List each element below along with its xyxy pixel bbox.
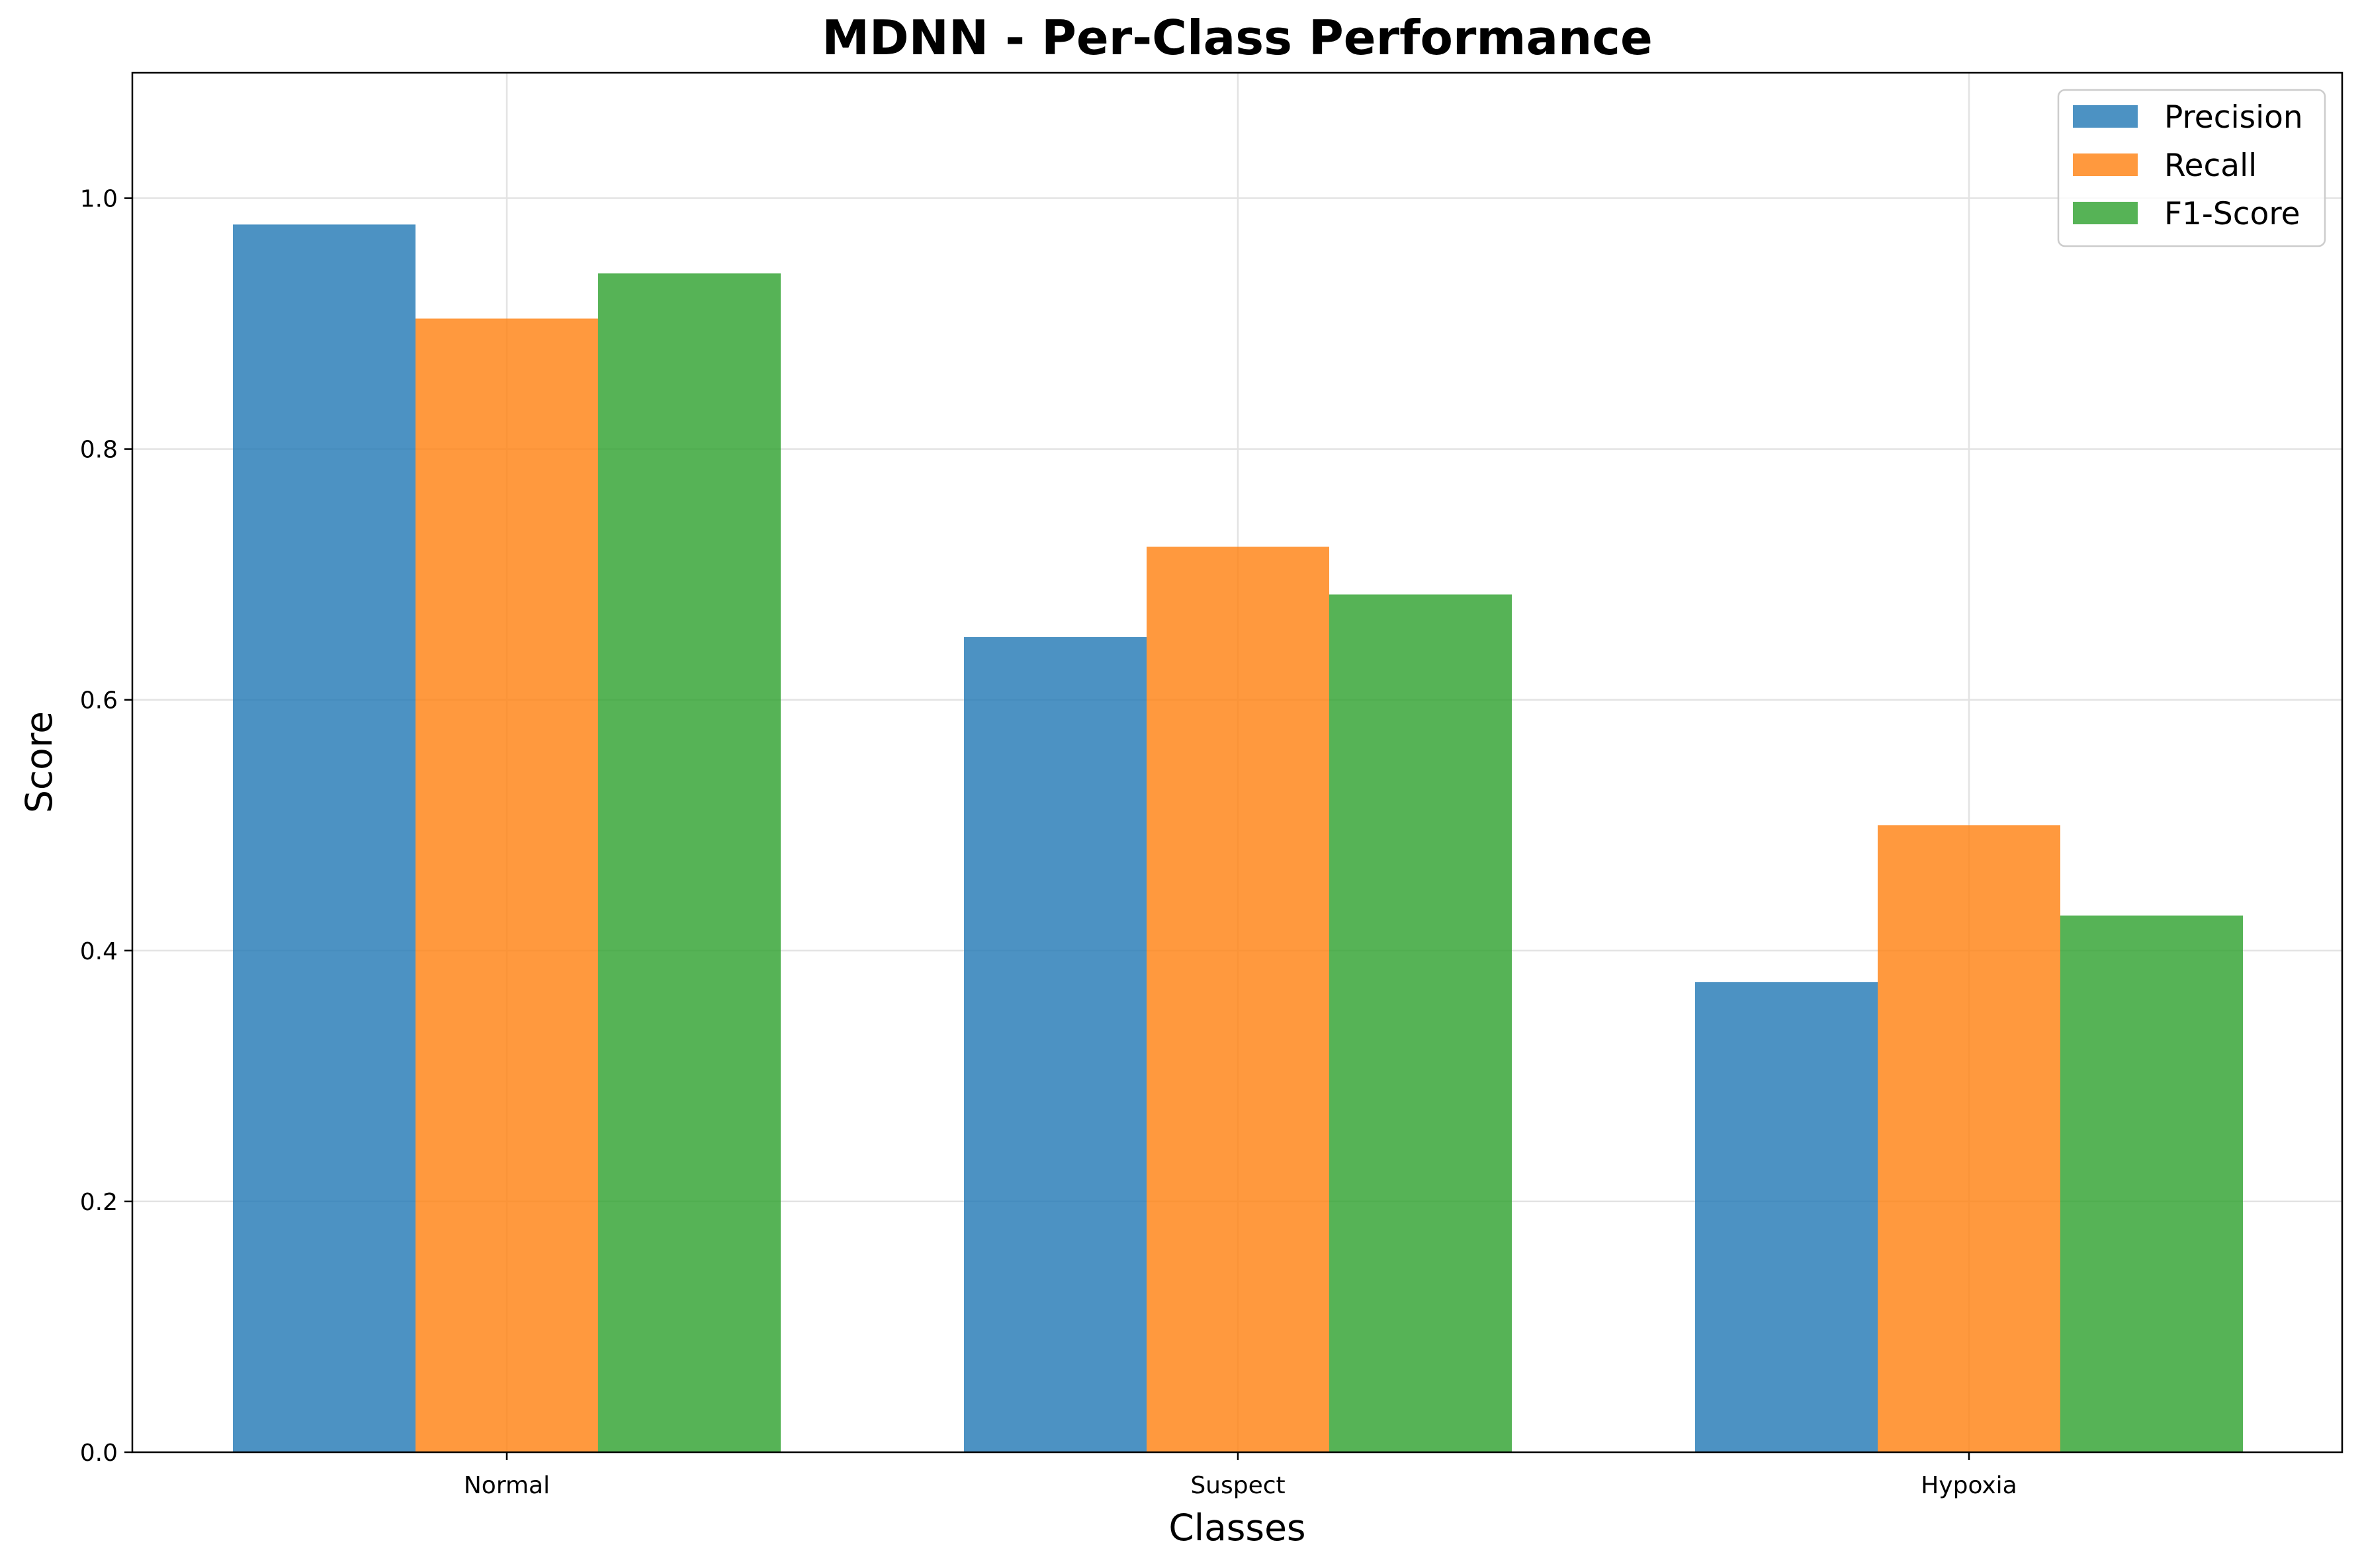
legend-label: F1-Score	[2164, 196, 2300, 232]
x-tick-label: Suspect	[1190, 1472, 1285, 1499]
bar-precision-normal	[233, 224, 416, 1453]
bar-recall-normal	[416, 318, 598, 1453]
bar-f1-score-suspect	[1329, 594, 1512, 1453]
x-axis-label: Classes	[1168, 1506, 1305, 1549]
x-tick-label: Hypoxia	[1921, 1472, 2017, 1499]
y-tick-label: 0.0	[80, 1440, 118, 1467]
bars	[233, 224, 2243, 1453]
bar-precision-hypoxia	[1695, 982, 1878, 1452]
legend: Precision Recall F1-Score	[2057, 89, 2326, 247]
legend-label: Precision	[2164, 99, 2303, 136]
bar-precision-suspect	[964, 636, 1147, 1452]
chart-title: MDNN - Per-Class Performance	[822, 10, 1653, 65]
y-tick-label: 0.6	[80, 687, 118, 715]
y-tick-label: 0.8	[80, 437, 118, 464]
bar-f1-score-hypoxia	[2060, 915, 2243, 1452]
y-axis-label: Score	[18, 711, 60, 813]
bar-recall-suspect	[1147, 546, 1329, 1452]
y-tick-label: 1.0	[80, 186, 118, 213]
legend-swatch	[2073, 105, 2138, 128]
legend-swatch	[2073, 153, 2138, 176]
legend-label: Recall	[2164, 148, 2257, 184]
y-tick-label: 0.4	[80, 938, 118, 965]
axis-ticks: 0.0 0.2 0.4 0.6 0.8 1.0 Normal Suspect Hypoxia	[80, 186, 2017, 1499]
legend-swatch	[2073, 202, 2138, 224]
bar-f1-score-normal	[598, 273, 781, 1453]
y-tick-label: 0.2	[80, 1189, 118, 1216]
bar-recall-hypoxia	[1878, 825, 2060, 1452]
x-tick-label: Normal	[464, 1472, 550, 1499]
